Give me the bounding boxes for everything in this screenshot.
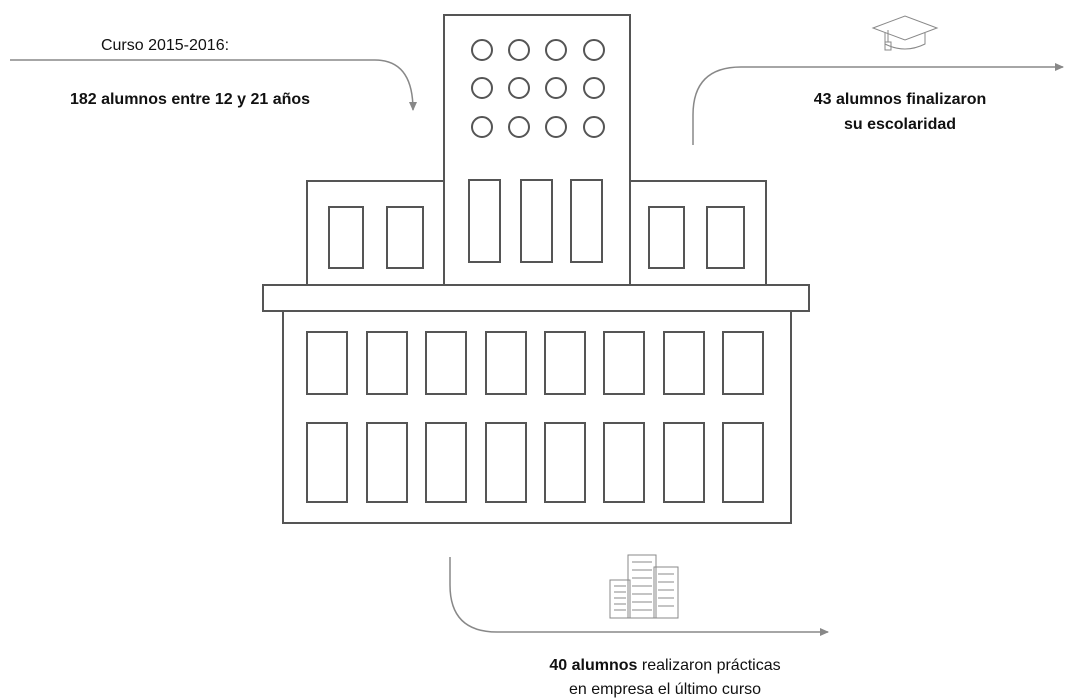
graduation-cap-icon — [871, 15, 939, 51]
students-label: 182 alumnos entre 12 y 21 años — [70, 91, 310, 108]
internships-highlight: 40 alumnos — [549, 657, 637, 674]
graduated-line: su escolaridad — [844, 116, 956, 133]
internships-text: realizaron prácticas — [642, 657, 781, 674]
course-label: Curso 2015-2016: — [101, 37, 229, 54]
internships-line: 40 alumnos realizaron prácticas — [549, 657, 780, 674]
arrow-graduated — [692, 63, 1064, 145]
building — [262, 14, 810, 524]
arrow-internships — [449, 557, 829, 636]
arrow-in — [10, 59, 417, 111]
office-buildings-icon — [609, 554, 679, 619]
graduated-line: 43 alumnos finalizaron — [814, 91, 986, 108]
internships-line: en empresa el último curso — [569, 681, 761, 698]
